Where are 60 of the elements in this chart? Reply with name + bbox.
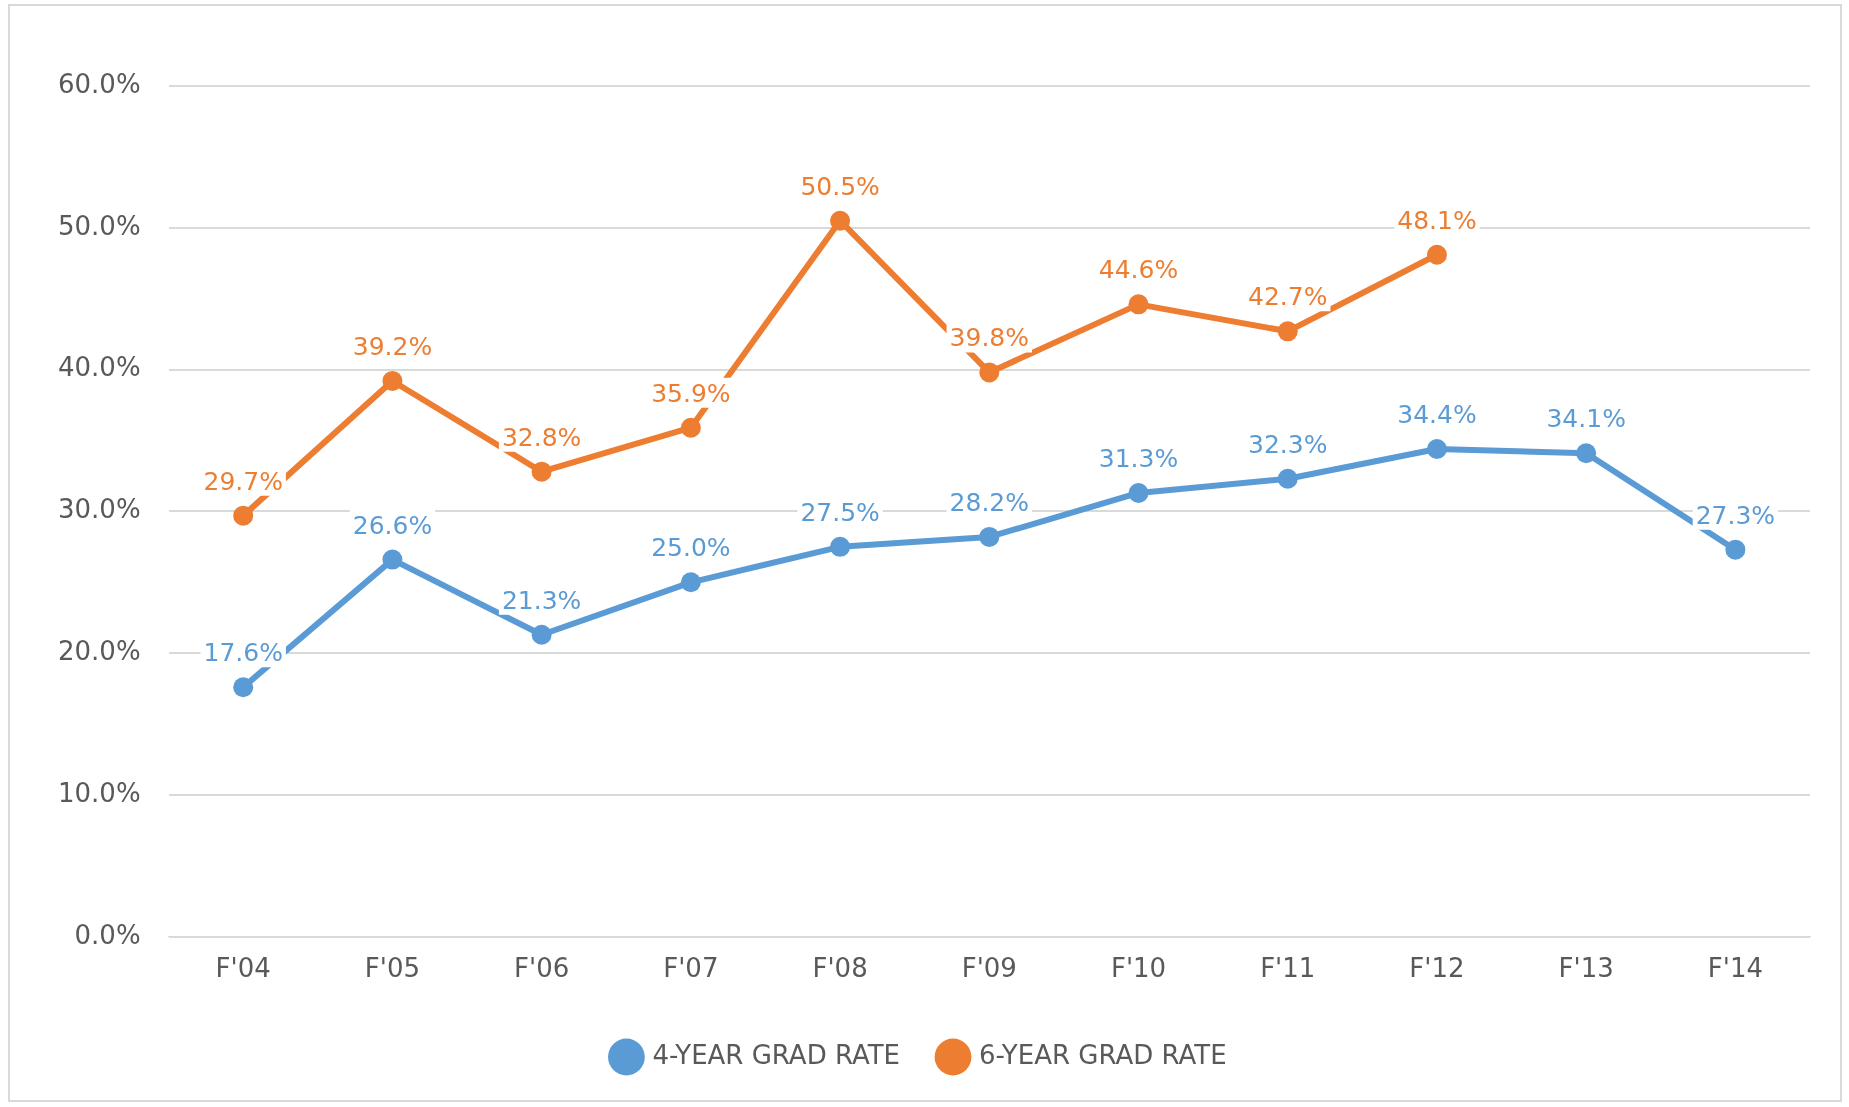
x-tick-label: F'09 [961, 953, 1017, 984]
data-label: 27.3% [1695, 500, 1776, 530]
legend-label: 6-YEAR GRAD RATE [979, 1039, 1227, 1070]
point [1426, 244, 1447, 265]
data-label: 26.6% [352, 510, 433, 540]
point [1725, 539, 1746, 560]
data-label: 32.8% [501, 422, 582, 452]
x-tick-label: F'08 [812, 953, 868, 984]
y-tick-label: 10.0% [57, 777, 141, 808]
data-label: 21.3% [501, 585, 582, 615]
data-label: 39.2% [352, 331, 433, 361]
x-tick-label: F'04 [215, 953, 271, 984]
x-tick-label: F'06 [514, 953, 570, 984]
point [680, 417, 701, 438]
point [830, 210, 851, 231]
data-label: 35.9% [651, 378, 731, 408]
point [233, 505, 254, 526]
y-tick-label: 40.0% [57, 352, 141, 383]
point [1128, 294, 1149, 315]
data-label: 27.5% [800, 497, 880, 527]
y-tick-label: 60.0% [57, 68, 141, 99]
x-tick-label: F'14 [1707, 953, 1763, 984]
x-tick-label: F'11 [1260, 953, 1316, 984]
y-tick-label: 30.0% [57, 494, 141, 525]
point [979, 526, 1000, 547]
data-label: 29.7% [203, 466, 283, 496]
point [979, 362, 1000, 383]
point [531, 461, 552, 482]
x-tick-label: F'13 [1558, 953, 1614, 984]
data-label: 39.8% [949, 323, 1030, 353]
point [830, 536, 851, 557]
point [531, 624, 552, 645]
data-label: 42.7% [1248, 282, 1328, 312]
y-tick-label: 20.0% [57, 635, 141, 666]
data-label: 44.6% [1098, 255, 1179, 285]
point [680, 572, 701, 593]
data-label: 28.2% [949, 487, 1030, 517]
data-label: 34.1% [1546, 404, 1626, 434]
x-tick-label: F'07 [663, 953, 719, 984]
data-label: 25.0% [651, 533, 731, 563]
point [1576, 443, 1597, 464]
data-label: 48.1% [1397, 205, 1477, 235]
point [1128, 482, 1149, 503]
data-label: 32.3% [1248, 429, 1328, 459]
legend-label: 4-YEAR GRAD RATE [652, 1039, 901, 1070]
point [382, 370, 403, 391]
y-tick-label: 50.0% [57, 210, 141, 241]
data-label: 17.6% [203, 638, 283, 668]
x-tick-label: F'12 [1409, 953, 1465, 984]
point [1277, 468, 1298, 489]
point [1277, 321, 1298, 342]
point [1426, 439, 1447, 460]
y-tick-label: 0.0% [74, 919, 141, 950]
point [382, 549, 403, 570]
data-label: 50.5% [800, 171, 880, 201]
data-label: 34.4% [1397, 400, 1477, 430]
x-tick-label: F'05 [364, 953, 421, 984]
x-tick-label: F'10 [1110, 953, 1167, 984]
data-label: 31.3% [1098, 443, 1179, 473]
point [233, 677, 254, 698]
